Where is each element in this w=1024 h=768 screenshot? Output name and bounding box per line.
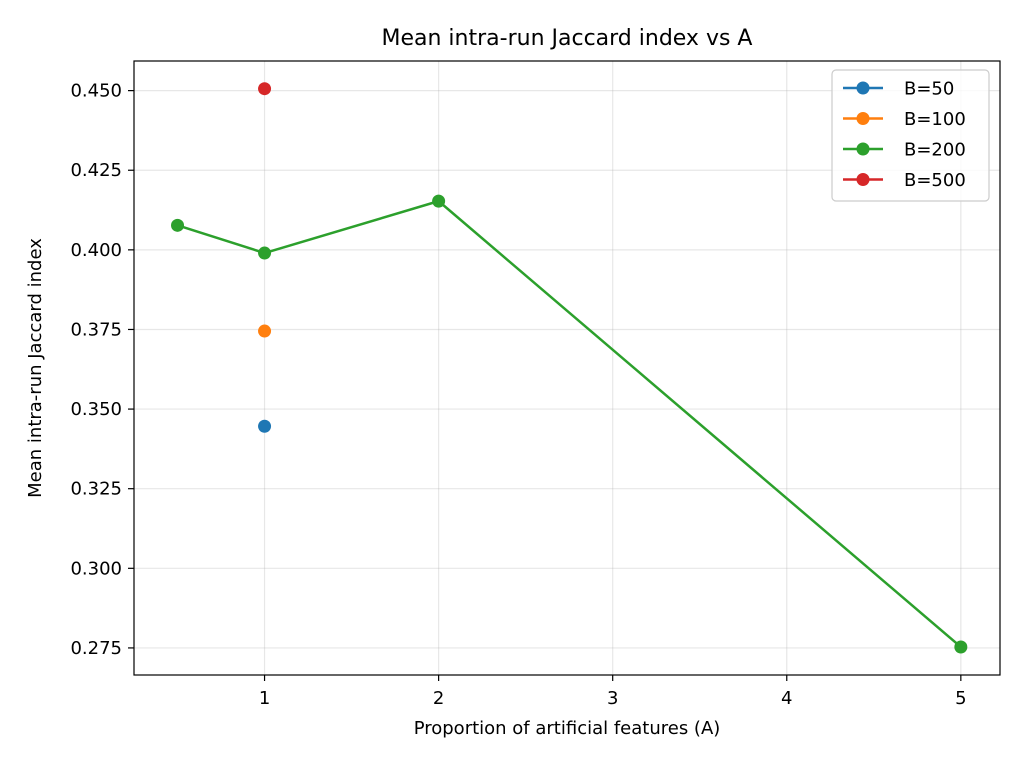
data-point [258, 82, 272, 96]
legend-marker [856, 142, 870, 156]
series-line [177, 199, 962, 648]
legend-item: B=100 [843, 109, 966, 130]
x-tick-label: 3 [607, 688, 618, 709]
legend-marker [856, 173, 870, 186]
data-point [258, 419, 272, 433]
data-point [258, 246, 272, 260]
y-tick-label: 0.450 [70, 81, 122, 102]
legend-label: B=50 [904, 79, 954, 100]
series-b-100 [258, 324, 272, 338]
x-axis-label: Proportion of artificial features (A) [414, 718, 721, 739]
x-tick-label: 2 [433, 688, 444, 709]
ticks-layer: 1 2 3 4 5 0.275 0.300 0.325 0.350 0.375 0.400 0.425… [70, 81, 966, 709]
x-tick-label: 4 [781, 688, 792, 709]
data-point [954, 640, 968, 654]
legend-box [831, 69, 990, 202]
legend-item: B=50 [843, 79, 954, 100]
plot-frame [133, 60, 1001, 676]
data-point [171, 218, 185, 232]
legend-item: B=200 [843, 140, 966, 161]
legend-marker [856, 112, 870, 125]
legend-label: B=200 [904, 140, 966, 161]
legend-marker [856, 81, 870, 95]
y-tick-label: 0.400 [70, 240, 122, 261]
chart-title: Mean intra-run Jaccard index vs A [382, 26, 753, 51]
series-b-500 [258, 82, 272, 96]
y-tick-label: 0.375 [70, 319, 122, 340]
data-point [432, 194, 446, 208]
y-axis-label: Mean intra-run Jaccard index [25, 238, 46, 498]
x-tick-label: 5 [955, 688, 966, 709]
legend: B=50 B=100 B=200 B=500 [831, 69, 990, 202]
legend-item: B=500 [843, 170, 966, 191]
x-tick-label: 1 [259, 688, 270, 709]
y-tick-label: 0.425 [70, 160, 122, 181]
legend-label: B=100 [904, 109, 966, 130]
legend-label: B=500 [904, 170, 966, 191]
y-tick-label: 0.300 [70, 558, 122, 579]
series-b-50 [258, 419, 272, 433]
y-tick-label: 0.325 [70, 479, 122, 500]
y-tick-label: 0.275 [70, 638, 122, 659]
series-layer [171, 82, 968, 654]
data-point [258, 324, 272, 338]
y-tick-label: 0.350 [70, 399, 122, 420]
series-b-200 [171, 194, 968, 654]
